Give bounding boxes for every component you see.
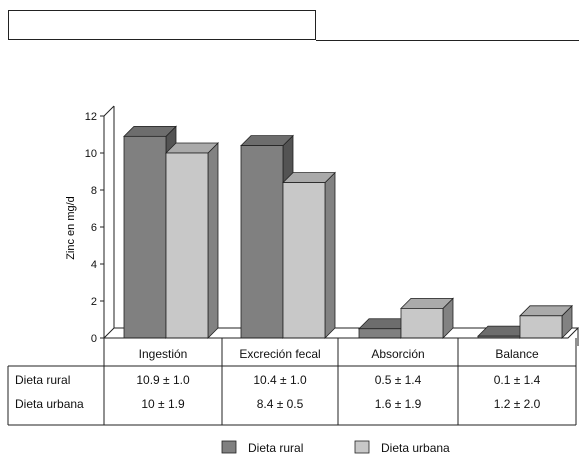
bar-front	[240, 145, 284, 339]
bar-urbana-0	[165, 142, 219, 339]
table-cell: 1.2 ± 2.0	[494, 397, 541, 411]
table-cell: 1.6 ± 1.9	[375, 397, 422, 411]
y-tick-label: 4	[91, 259, 97, 271]
y-tick-label: 2	[91, 296, 97, 308]
table-series-label: Dieta urbana	[15, 397, 84, 411]
legend-swatch-urbana	[354, 440, 370, 454]
data-table: Ingestión Excreción fecal Absorción Balance…	[7, 337, 577, 426]
bar-front	[123, 135, 167, 339]
table-series-label: Dieta rural	[15, 373, 70, 387]
bar-front	[358, 328, 402, 339]
table-cell: 10.4 ± 1.0	[253, 373, 307, 387]
bar-urbana-2	[400, 297, 454, 339]
y-tick-label: 12	[85, 111, 97, 123]
table-cell: 0.5 ± 1.4	[375, 373, 422, 387]
legend: Dieta rural Dieta urbana	[221, 440, 450, 455]
bar-front	[282, 182, 326, 339]
y-tick-label: 6	[91, 222, 97, 234]
y-tick-label: 0	[91, 333, 97, 345]
axes: 0 2 4 6 8 10 12	[85, 105, 579, 346]
y-tick-label: 8	[91, 185, 97, 197]
table-cell: 10.9 ± 1.0	[136, 373, 190, 387]
legend-label-rural: Dieta rural	[248, 441, 303, 455]
bars	[123, 125, 573, 339]
bar-urbana-1	[282, 171, 336, 339]
bar-front	[400, 307, 444, 339]
category-label: Absorción	[371, 347, 424, 361]
table-cell: 8.4 ± 0.5	[257, 397, 304, 411]
table-cell: 0.1 ± 1.4	[494, 373, 541, 387]
bar-side	[324, 171, 336, 339]
legend-swatch-rural	[221, 440, 237, 454]
caption-box	[8, 10, 316, 40]
category-label: Excreción fecal	[239, 347, 320, 361]
y-axis-label: Zinc en mg/d	[65, 196, 77, 260]
bar-front	[165, 152, 209, 339]
table-cell: 10 ± 1.9	[141, 397, 185, 411]
y-tick-label: 10	[85, 148, 97, 160]
category-label: Ingestión	[139, 347, 188, 361]
bar-side	[207, 142, 219, 339]
bar-front	[519, 315, 563, 339]
legend-label-urbana: Dieta urbana	[381, 441, 450, 455]
category-label: Balance	[495, 347, 539, 361]
caption-rule	[316, 40, 579, 41]
y-axis-top-edge	[103, 105, 115, 117]
bar-urbana-3	[519, 304, 573, 339]
